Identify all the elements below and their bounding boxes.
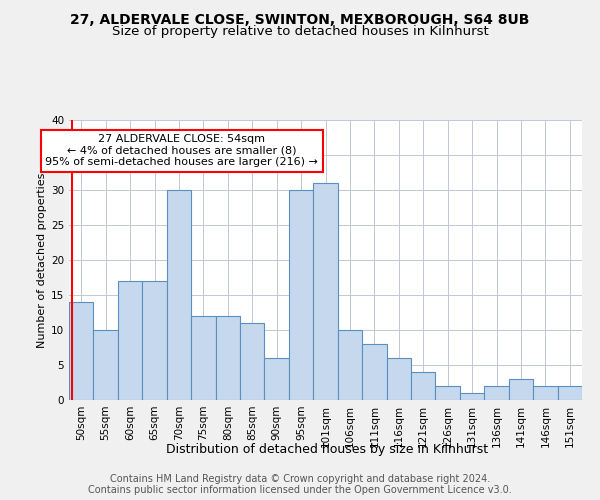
Bar (411, 372, 436, 400)
Bar (386, 358, 411, 400)
Bar (557, 386, 582, 400)
Bar (142, 281, 167, 400)
Bar (509, 379, 533, 400)
Bar (362, 344, 386, 400)
Bar (191, 316, 215, 400)
Bar (313, 183, 338, 400)
Bar (338, 330, 362, 400)
Bar (265, 358, 289, 400)
Bar (167, 190, 191, 400)
Y-axis label: Number of detached properties: Number of detached properties (37, 172, 47, 348)
Text: Distribution of detached houses by size in Kilnhurst: Distribution of detached houses by size … (166, 442, 488, 456)
Text: 27 ALDERVALE CLOSE: 54sqm
← 4% of detached houses are smaller (8)
95% of semi-de: 27 ALDERVALE CLOSE: 54sqm ← 4% of detach… (46, 134, 318, 167)
Bar (484, 386, 509, 400)
Text: Size of property relative to detached houses in Kilnhurst: Size of property relative to detached ho… (112, 25, 488, 38)
Bar (240, 323, 265, 400)
Bar (436, 386, 460, 400)
Bar (215, 316, 240, 400)
Text: Contains HM Land Registry data © Crown copyright and database right 2024.: Contains HM Land Registry data © Crown c… (110, 474, 490, 484)
Bar (289, 190, 313, 400)
Bar (460, 393, 484, 400)
Bar (69, 302, 94, 400)
Bar (533, 386, 557, 400)
Text: Contains public sector information licensed under the Open Government Licence v3: Contains public sector information licen… (88, 485, 512, 495)
Bar (94, 330, 118, 400)
Bar (118, 281, 142, 400)
Text: 27, ALDERVALE CLOSE, SWINTON, MEXBOROUGH, S64 8UB: 27, ALDERVALE CLOSE, SWINTON, MEXBOROUGH… (70, 12, 530, 26)
